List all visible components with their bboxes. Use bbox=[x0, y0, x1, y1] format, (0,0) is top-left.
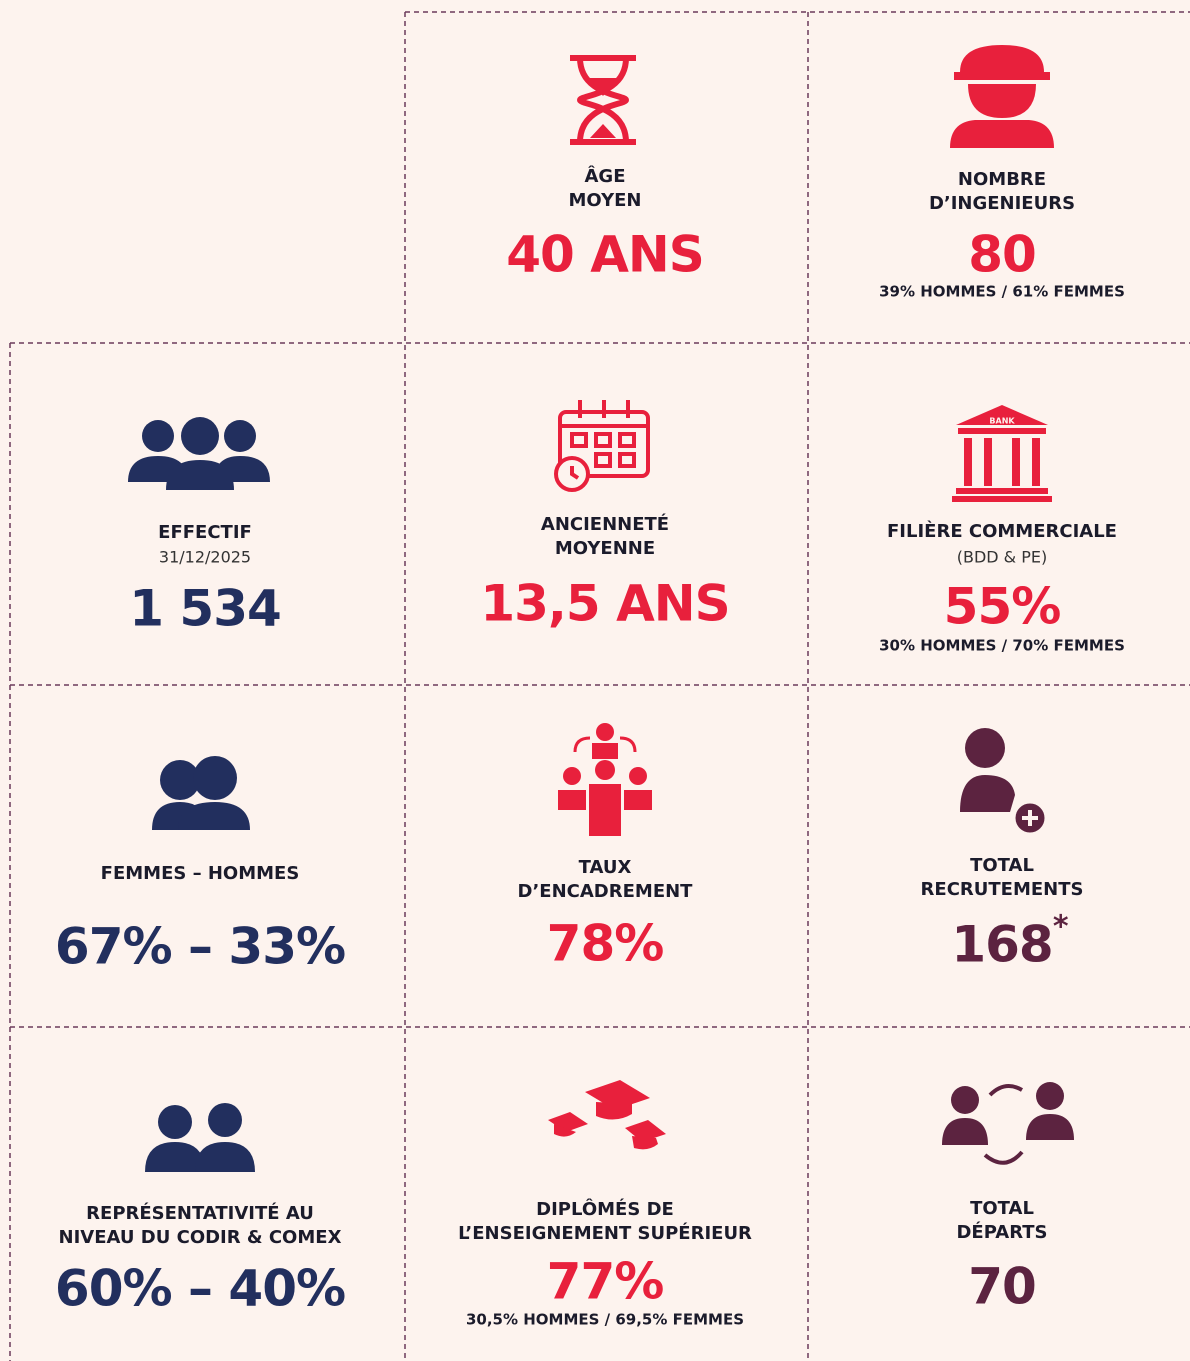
stat-label: MOYEN bbox=[569, 190, 642, 211]
stat-label: REPRÉSENTATIVITÉ AU bbox=[86, 1202, 314, 1224]
stat-subtitle: 31/12/2025 bbox=[159, 548, 251, 567]
stat-value: 13,5 ANS bbox=[480, 575, 729, 633]
stat-value: 40 ANS bbox=[506, 226, 704, 284]
hierarchy-icon bbox=[558, 723, 652, 836]
team-icon bbox=[128, 417, 270, 490]
stat-label: FILIÈRE COMMERCIALE bbox=[887, 520, 1117, 542]
bank-icon: BANK bbox=[952, 405, 1052, 502]
stat-cell: EFFECTIF 31/12/2025 1 534 bbox=[129, 522, 282, 638]
stat-cell: FEMMES – HOMMES 67% – 33% bbox=[55, 863, 346, 976]
bank-label: BANK bbox=[989, 417, 1015, 426]
stat-label: D’INGENIEURS bbox=[929, 193, 1075, 214]
stat-label: TAUX bbox=[579, 857, 632, 878]
calendar-icon bbox=[554, 400, 650, 492]
hourglass-icon bbox=[570, 55, 636, 145]
stat-cell: TOTAL RECRUTEMENTS 168 * bbox=[921, 855, 1084, 974]
stat-cell: TAUX D’ENCADREMENT 78% bbox=[518, 857, 694, 973]
stat-label: EFFECTIF bbox=[158, 522, 252, 543]
stat-note: 39% HOMMES / 61% FEMMES bbox=[879, 283, 1125, 301]
stat-cell: ANCIENNETÉ MOYENNE 13,5 ANS bbox=[480, 513, 730, 633]
stat-value: 67% – 33% bbox=[55, 918, 345, 976]
stat-label: TOTAL bbox=[970, 855, 1034, 876]
stat-value: 60% – 40% bbox=[55, 1260, 345, 1318]
stat-value: 168 bbox=[951, 916, 1052, 974]
graduation-icon bbox=[548, 1080, 666, 1150]
stat-cell: DIPLÔMÉS DEL’ENSEIGNEMENT SUPÉRIEUR 77%30… bbox=[458, 1198, 752, 1329]
stat-value: 78% bbox=[547, 915, 664, 973]
stat-label: L’ENSEIGNEMENT SUPÉRIEUR bbox=[458, 1222, 752, 1244]
stat-label: ANCIENNETÉ bbox=[541, 513, 669, 535]
stat-label: NOMBRE bbox=[958, 169, 1046, 190]
stat-label: DÉPARTS bbox=[956, 1221, 1047, 1243]
stat-label: FEMMES – HOMMES bbox=[101, 863, 300, 884]
stat-value: 70 bbox=[968, 1258, 1036, 1316]
couple-icon bbox=[152, 756, 250, 830]
footnote-mark: * bbox=[1053, 910, 1069, 945]
stat-subtitle: (BDD & PE) bbox=[957, 548, 1048, 567]
stat-value: 1 534 bbox=[129, 580, 281, 638]
recruit-icon bbox=[960, 728, 1048, 836]
stat-value: 80 bbox=[968, 226, 1036, 284]
departure-icon bbox=[942, 1082, 1074, 1165]
stat-label: NIVEAU DU CODIR & COMEX bbox=[59, 1227, 342, 1248]
stat-label: ÂGE bbox=[584, 165, 625, 187]
stat-note: 30% HOMMES / 70% FEMMES bbox=[879, 637, 1125, 655]
stat-cell: REPRÉSENTATIVITÉ AU NIVEAU DU CODIR & COM… bbox=[55, 1202, 346, 1318]
stat-note: 30,5% HOMMES / 69,5% FEMMES bbox=[466, 1311, 744, 1329]
stat-label: D’ENCADREMENT bbox=[518, 881, 694, 902]
stat-cell: FILIÈRE COMMERCIALE (BDD & PE) 55%30% HOMM… bbox=[879, 520, 1125, 655]
stat-value: 77% bbox=[547, 1253, 664, 1311]
stat-cell: ÂGE MOYEN 40 ANS bbox=[506, 165, 705, 284]
stat-value: 55% bbox=[944, 578, 1061, 636]
stat-label: TOTAL bbox=[970, 1198, 1034, 1219]
stat-label: MOYENNE bbox=[555, 538, 655, 559]
board-icon bbox=[145, 1103, 255, 1172]
grid bbox=[9, 11, 1190, 1361]
stat-label: DIPLÔMÉS DE bbox=[536, 1198, 674, 1220]
engineer-icon bbox=[950, 45, 1054, 148]
stat-label: RECRUTEMENTS bbox=[921, 879, 1084, 900]
